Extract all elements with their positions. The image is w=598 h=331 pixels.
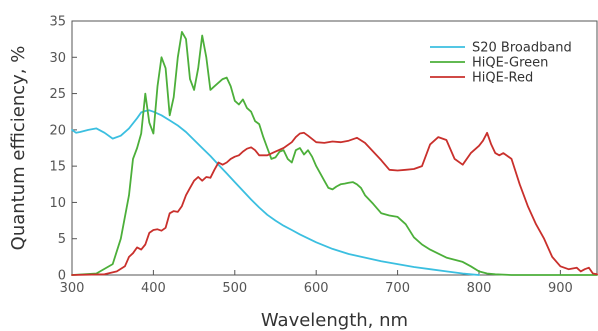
y-tick-label: 30 bbox=[49, 51, 66, 66]
series-line-hiqe-red bbox=[71, 131, 598, 276]
x-tick-label: 300 bbox=[60, 281, 85, 296]
series-line-s20-broadband bbox=[71, 109, 480, 276]
plot-frame bbox=[71, 20, 598, 276]
y-tick-label: 20 bbox=[49, 123, 66, 138]
legend-label-s20-broadband: S20 Broadband bbox=[472, 41, 572, 56]
series-line-hiqe-green bbox=[71, 31, 598, 276]
y-tick-label: 0 bbox=[58, 269, 66, 284]
y-tick-label: 35 bbox=[49, 15, 66, 30]
x-tick-label: 700 bbox=[385, 281, 410, 296]
plot-area bbox=[71, 20, 598, 276]
x-tick-label: 400 bbox=[141, 281, 166, 296]
legend-label-hiqe-green: HiQE-Green bbox=[472, 56, 548, 71]
y-tick-label: 15 bbox=[49, 160, 66, 175]
x-tick-label: 600 bbox=[304, 281, 329, 296]
y-axis-title: Quantum efficiency, % bbox=[8, 46, 29, 251]
legend-label-hiqe-red: HiQE-Red bbox=[472, 71, 533, 86]
y-axis: 0 5 10 15 20 25 30 35 bbox=[49, 15, 77, 284]
y-tick-label: 10 bbox=[49, 196, 66, 211]
y-tick-label: 5 bbox=[58, 232, 66, 247]
x-tick-label: 800 bbox=[467, 281, 492, 296]
series-layer bbox=[71, 31, 598, 276]
x-axis-title: Wavelength, nm bbox=[261, 310, 408, 331]
x-tick-label: 900 bbox=[548, 281, 573, 296]
x-tick-label: 500 bbox=[222, 281, 247, 296]
y-tick-label: 25 bbox=[49, 87, 66, 102]
x-axis: 300 400 500 600 700 800 900 bbox=[60, 270, 573, 296]
